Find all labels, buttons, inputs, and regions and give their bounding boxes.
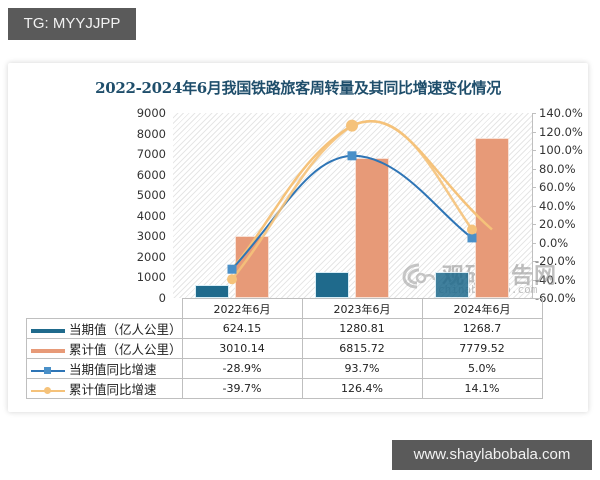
legend-cumulative-value: 累计值（亿人公里） (26, 338, 183, 359)
right-axis-tick: 140.0% (539, 106, 583, 120)
right-axis-tick: 80.0% (539, 161, 576, 176)
right-axis-tickmark (532, 261, 536, 262)
watermark-logo-icon (402, 263, 436, 289)
table-cell: 6815.72 (301, 338, 423, 359)
row-label: 当期值同比增速 (69, 362, 157, 377)
table-cell: 5.0% (421, 358, 543, 379)
table-header: 2024年6月 (421, 298, 543, 319)
table-cell: 93.7% (301, 358, 423, 379)
row-label: 累计值同比增速 (69, 382, 157, 397)
table-header: 2023年6月 (301, 298, 423, 319)
current-yoy-marker (347, 151, 357, 161)
table-cell: 14.1% (421, 378, 543, 399)
bar-current-2023-06 (315, 272, 349, 298)
left-axis-tick: 3000 (136, 229, 166, 243)
left-axis-tick: 2000 (136, 249, 166, 264)
right-axis-tick: -40.0% (535, 272, 576, 287)
table-cell: 3010.14 (181, 338, 303, 359)
legend-bar-cumulative-icon (31, 346, 65, 356)
right-axis-tickmark (532, 113, 536, 114)
legend-line-circle-marker-icon (31, 386, 65, 396)
right-axis-tick: 60.0% (539, 180, 576, 194)
legend-line-square-marker-icon (31, 366, 65, 376)
table-cell: 1280.81 (301, 318, 423, 339)
right-axis-tickmark (532, 168, 536, 170)
row-label: 当期值（亿人公里） (69, 322, 182, 337)
right-axis-tickmark (532, 150, 536, 151)
bar-current-2024-06 (435, 272, 469, 298)
bar-current-2022-06 (195, 285, 229, 298)
bottom-watermark-tag: www.shaylabobala.com (392, 440, 592, 470)
bar-cumulative-2023-06 (355, 158, 389, 298)
table-header-row: 2022年6月 2023年6月 2024年6月 (26, 298, 543, 319)
legend-current-yoy: 当期值同比增速 (26, 358, 183, 379)
table-corner (26, 298, 183, 319)
right-axis-tick: 100.0% (539, 143, 583, 157)
right-axis-tick: 120.0% (539, 124, 583, 139)
right-axis-tickmark (532, 131, 536, 133)
right-axis-tick: 20.0% (539, 217, 576, 231)
table-row: 累计值（亿人公里） 3010.14 6815.72 7779.52 (26, 338, 543, 359)
left-axis-tick: 6000 (136, 167, 166, 182)
legend-bar-current-icon (31, 326, 65, 336)
table-cell: 624.15 (181, 318, 303, 339)
left-axis-tick: 8000 (136, 126, 166, 141)
cumulative-yoy-marker (227, 274, 237, 285)
cumulative-yoy-line (231, 120, 493, 270)
cumulative-yoy-marker (346, 119, 358, 132)
left-axis-tick: 1000 (136, 270, 166, 284)
left-axis-tick: 0 (158, 291, 166, 305)
table-cell: 7779.52 (421, 338, 543, 359)
right-axis-tickmark (532, 187, 536, 188)
table-row: 当期值同比增速 -28.9% 93.7% 5.0% (26, 358, 543, 379)
legend-cumulative-yoy: 累计值同比增速 (26, 378, 183, 399)
data-table: 2022年6月 2023年6月 2024年6月 当期值（亿人公里） 624.15… (26, 298, 543, 399)
left-axis-tick: 9000 (136, 106, 166, 120)
right-axis-tickmark (532, 242, 536, 244)
left-axis-tick: 5000 (136, 188, 166, 202)
left-axis-tick: 7000 (136, 147, 166, 161)
legend-current-value: 当期值（亿人公里） (26, 318, 183, 339)
chart-card: 2022-2024年6月我国铁路旅客周转量及其同比增速变化情况 9000 800… (8, 63, 588, 412)
table-cell: -28.9% (181, 358, 303, 379)
right-axis-tickmark (532, 205, 536, 207)
right-axis-tick: 40.0% (539, 198, 576, 213)
right-axis-tickmark (532, 279, 536, 281)
table-cell: -39.7% (181, 378, 303, 399)
cumulative-yoy-marker (467, 224, 477, 235)
right-axis-tick: 0.0% (539, 235, 569, 250)
table-cell: 126.4% (301, 378, 423, 399)
right-axis-tickmark (532, 224, 536, 225)
current-yoy-marker (227, 264, 237, 274)
right-axis-tick: -60.0% (535, 291, 576, 305)
current-yoy-marker (467, 233, 477, 243)
chart-title: 2022-2024年6月我国铁路旅客周转量及其同比增速变化情况 (95, 79, 501, 97)
yoy-lines (227, 119, 493, 285)
table-row: 累计值同比增速 -39.7% 126.4% 14.1% (26, 378, 543, 399)
row-label: 累计值（亿人公里） (69, 342, 182, 357)
left-axis-tick: 4000 (136, 208, 166, 223)
right-axis-tick: -20.0% (535, 254, 576, 268)
top-watermark-tag: TG: MYYJJPP (8, 8, 136, 40)
table-row: 当期值（亿人公里） 624.15 1280.81 1268.7 (26, 318, 543, 339)
table-cell: 1268.7 (421, 318, 543, 339)
table-header: 2022年6月 (181, 298, 303, 319)
